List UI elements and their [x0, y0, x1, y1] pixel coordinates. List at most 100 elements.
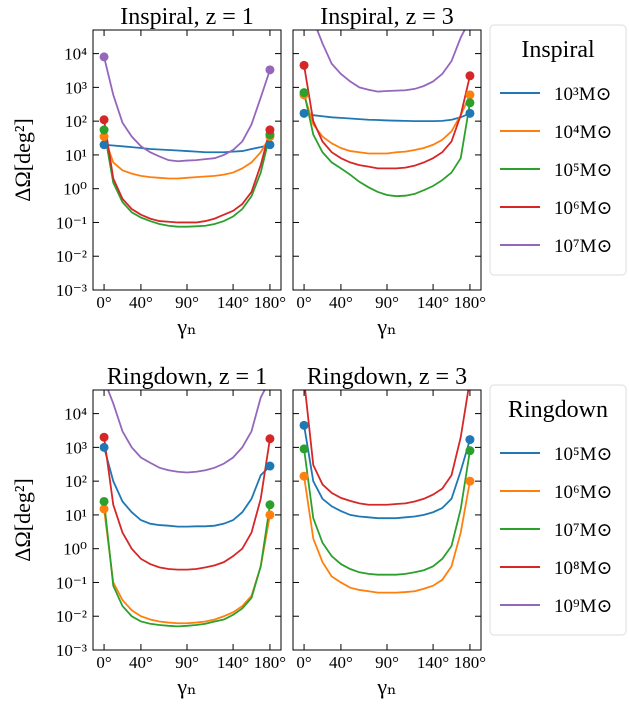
end-point — [299, 108, 309, 118]
series-line — [303, 425, 471, 520]
x-axis-label: γₙ — [176, 314, 196, 339]
end-point — [265, 510, 275, 520]
series-line — [103, 129, 271, 228]
axes-frame — [92, 29, 282, 291]
panel-title: Inspiral, z = 3 — [320, 4, 454, 30]
legend-box — [489, 384, 627, 636]
end-point — [99, 496, 109, 506]
panel-title: Ringdown, z = 1 — [107, 364, 267, 390]
end-point — [465, 98, 475, 108]
end-point — [265, 500, 275, 510]
end-point — [99, 52, 109, 62]
end-point — [465, 435, 475, 445]
end-point — [99, 504, 109, 514]
legend-label: 10⁶M⊙ — [554, 198, 612, 219]
end-point — [265, 125, 275, 135]
x-tick-label: 0° — [96, 653, 111, 672]
lines — [303, 390, 471, 594]
y-tick-label: 10⁻³ — [56, 641, 87, 660]
legend-title: Inspiral — [521, 37, 595, 63]
y-tick-label: 10² — [65, 472, 87, 491]
axes-frame — [292, 389, 482, 651]
lines — [103, 56, 271, 228]
y-axis-label: ΔΩ[deg²] — [10, 118, 35, 202]
x-tick-label: 90° — [175, 653, 199, 672]
series-line — [103, 56, 271, 163]
y-tick-label: 10⁴ — [64, 405, 87, 424]
end-point — [265, 65, 275, 75]
end-point — [99, 432, 109, 442]
series-line — [303, 476, 471, 594]
end-point — [299, 60, 309, 70]
legend-label: 10⁹M⊙ — [554, 596, 612, 617]
y-tick-label: 10⁴ — [64, 45, 87, 64]
legend-label: 10⁸M⊙ — [554, 558, 612, 579]
end-point — [465, 476, 475, 486]
panel: Ringdown, z = 1 10⁻³ 10⁻² 10⁻¹ 10⁰ 10¹ 10² 10³ 1… — [10, 364, 286, 699]
series-line — [103, 119, 271, 224]
x-tick-label: 40° — [329, 293, 353, 312]
x-tick-label: 180° — [254, 653, 286, 672]
series-line — [303, 65, 471, 170]
legend: Ringdown 10⁵M⊙ 10⁶M⊙ 10⁷M⊙ 10⁸M⊙ 10⁹M⊙ — [489, 384, 627, 636]
legend-label: 10³M⊙ — [554, 84, 612, 105]
y-axis-label: ΔΩ[deg²] — [10, 478, 35, 562]
x-axis-label: γₙ — [376, 314, 396, 339]
series-line — [103, 508, 271, 625]
series-line — [303, 92, 471, 198]
x-tick-label: 0° — [296, 293, 311, 312]
y-tick-label: 10⁻² — [56, 607, 87, 626]
y-tick-label: 10³ — [65, 438, 87, 457]
y-tick-label: 10⁻¹ — [56, 573, 87, 592]
y-tick-label: 10³ — [65, 78, 87, 97]
x-tick-label: 140° — [417, 293, 449, 312]
panel: Inspiral, z = 3 0° 40° 90° 140° 180° γₙ Inspira… — [292, 4, 627, 339]
series-line — [103, 501, 271, 628]
legend-label: 10⁵M⊙ — [554, 160, 612, 181]
x-tick-label: 90° — [175, 293, 199, 312]
end-point — [265, 140, 275, 150]
series-line — [107, 390, 266, 474]
series-line — [303, 112, 471, 123]
series-line — [103, 447, 271, 528]
x-tick-label: 180° — [254, 293, 286, 312]
y-tick-label: 10⁻² — [56, 247, 87, 266]
x-tick-label: 40° — [129, 293, 153, 312]
x-tick-label: 180° — [454, 653, 486, 672]
end-point — [465, 90, 475, 100]
x-tick-label: 90° — [375, 293, 399, 312]
x-tick-label: 90° — [375, 653, 399, 672]
series-line — [103, 437, 271, 571]
end-point — [265, 434, 275, 444]
panel: Inspiral, z = 1 10⁻³ 10⁻² 10⁻¹ 10⁰ 10¹ 10² 10³ 1… — [10, 4, 286, 339]
legend-label: 10⁷M⊙ — [554, 520, 612, 541]
series-line — [316, 30, 466, 93]
end-point — [99, 115, 109, 125]
x-tick-label: 0° — [96, 293, 111, 312]
series-line — [103, 143, 271, 154]
legend-box — [489, 24, 627, 276]
x-tick-label: 40° — [329, 653, 353, 672]
y-tick-label: 10¹ — [65, 146, 87, 165]
series-line — [303, 448, 471, 576]
end-point — [465, 108, 475, 118]
x-tick-label: 0° — [296, 653, 311, 672]
series-line — [103, 136, 271, 180]
end-point — [465, 446, 475, 456]
x-tick-label: 180° — [454, 293, 486, 312]
panel: Ringdown, z = 3 0° 40° 90° 140° 180° γₙ Ringdow… — [292, 364, 627, 699]
end-point — [99, 132, 109, 142]
y-tick-label: 10¹ — [65, 506, 87, 525]
x-tick-label: 140° — [417, 653, 449, 672]
end-point — [299, 444, 309, 454]
y-tick-label: 10² — [65, 112, 87, 131]
y-tick-label: 10⁰ — [63, 540, 87, 559]
legend-label: 10⁷M⊙ — [554, 236, 612, 257]
axes-frame — [92, 389, 282, 651]
panel-title: Inspiral, z = 1 — [120, 4, 254, 30]
legend-label: 10⁴M⊙ — [554, 122, 612, 143]
x-tick-label: 40° — [129, 653, 153, 672]
legend-title: Ringdown — [508, 397, 608, 423]
end-point — [299, 471, 309, 481]
